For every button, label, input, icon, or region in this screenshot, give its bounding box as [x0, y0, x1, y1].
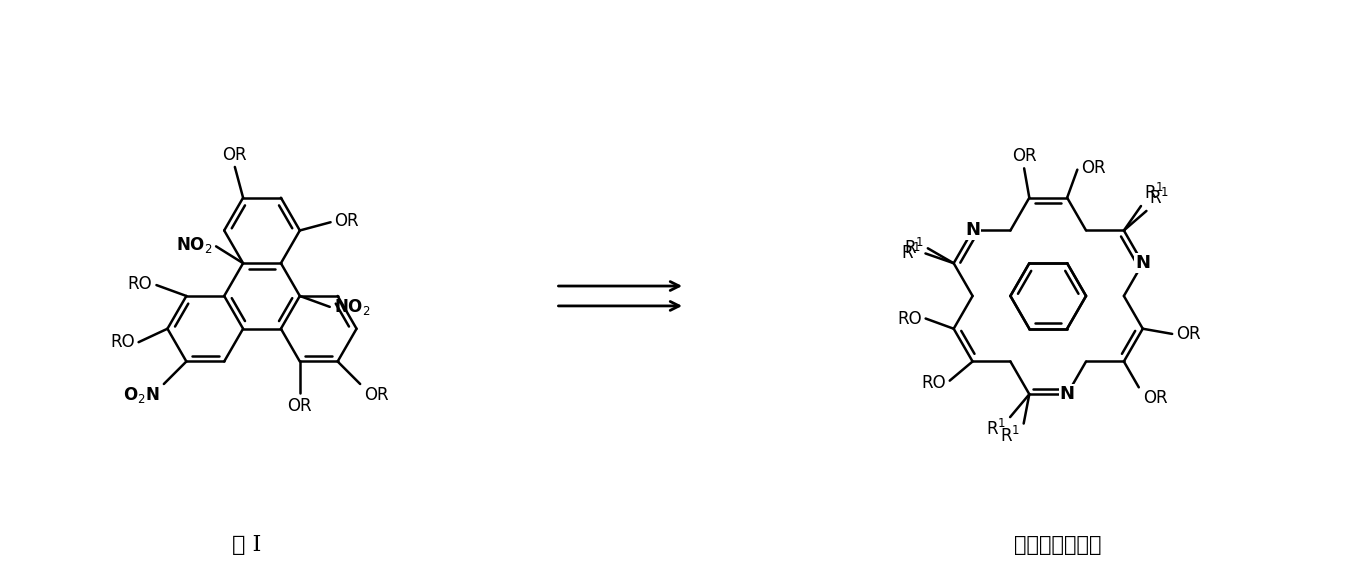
Text: RO: RO: [128, 275, 152, 293]
Text: 式 I: 式 I: [232, 534, 262, 556]
Text: NO$_2$: NO$_2$: [334, 297, 371, 317]
Text: 三氮杂蕊衍生物: 三氮杂蕊衍生物: [1014, 535, 1101, 555]
Text: R$^1$: R$^1$: [1149, 188, 1169, 208]
Text: R$^1$: R$^1$: [986, 419, 1006, 439]
Text: OR: OR: [288, 397, 312, 415]
Text: OR: OR: [1176, 325, 1200, 343]
Text: RO: RO: [898, 310, 922, 328]
Text: N: N: [1059, 385, 1074, 403]
Text: OR: OR: [223, 146, 247, 164]
Text: R$^1$: R$^1$: [903, 238, 923, 259]
Text: OR: OR: [1143, 389, 1168, 407]
Text: OR: OR: [1012, 148, 1036, 166]
Text: O$_2$N: O$_2$N: [124, 385, 160, 405]
Text: R$^1$: R$^1$: [1143, 183, 1164, 203]
Text: RO: RO: [110, 333, 134, 351]
Text: R$^1$: R$^1$: [902, 243, 922, 264]
Text: RO: RO: [921, 374, 945, 392]
Text: R$^1$: R$^1$: [999, 425, 1020, 446]
Text: N: N: [1135, 254, 1150, 272]
Text: OR: OR: [334, 212, 359, 230]
Text: OR: OR: [364, 386, 388, 404]
Text: N: N: [966, 221, 980, 239]
Text: NO$_2$: NO$_2$: [175, 235, 212, 256]
Text: OR: OR: [1081, 159, 1105, 177]
